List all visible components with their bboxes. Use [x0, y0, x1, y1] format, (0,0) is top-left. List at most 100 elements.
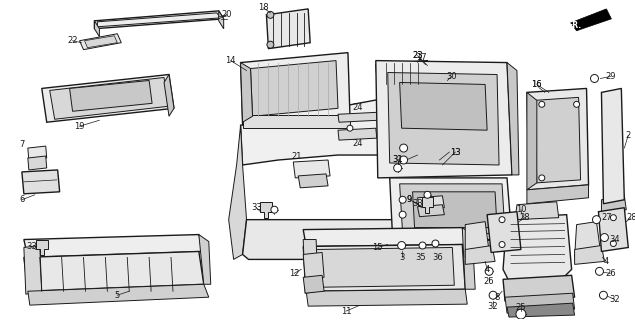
Polygon shape	[390, 240, 512, 252]
Polygon shape	[24, 235, 204, 257]
Text: 2: 2	[625, 131, 631, 140]
Text: 8: 8	[495, 293, 500, 302]
Polygon shape	[527, 185, 589, 204]
Polygon shape	[22, 170, 60, 194]
Circle shape	[399, 211, 406, 218]
Polygon shape	[241, 52, 350, 125]
Circle shape	[499, 217, 505, 223]
Polygon shape	[571, 9, 612, 31]
Text: 31: 31	[392, 155, 403, 164]
Text: 33: 33	[27, 242, 37, 251]
Circle shape	[610, 241, 617, 246]
Text: FR.: FR.	[568, 21, 582, 30]
Polygon shape	[575, 222, 601, 257]
Polygon shape	[425, 148, 443, 260]
Text: 21: 21	[291, 152, 302, 161]
Polygon shape	[425, 76, 448, 91]
Polygon shape	[338, 128, 377, 140]
Polygon shape	[298, 174, 328, 188]
Text: 26: 26	[484, 277, 495, 286]
Circle shape	[591, 75, 598, 83]
Circle shape	[573, 101, 580, 107]
Polygon shape	[605, 96, 620, 197]
Text: 17: 17	[416, 53, 427, 62]
Circle shape	[539, 101, 545, 107]
Polygon shape	[303, 252, 324, 279]
Polygon shape	[260, 202, 272, 218]
Text: 13: 13	[450, 148, 460, 156]
Circle shape	[596, 268, 603, 275]
Polygon shape	[598, 208, 628, 252]
Circle shape	[592, 216, 601, 224]
Text: 13: 13	[450, 148, 460, 156]
Polygon shape	[390, 178, 512, 240]
Text: 34: 34	[609, 235, 620, 244]
Text: 20: 20	[222, 10, 232, 19]
Polygon shape	[462, 228, 475, 289]
Polygon shape	[376, 60, 429, 86]
Polygon shape	[293, 160, 330, 178]
Circle shape	[419, 242, 426, 249]
Polygon shape	[50, 77, 168, 119]
Circle shape	[394, 164, 401, 172]
Polygon shape	[465, 222, 489, 257]
Text: 31: 31	[392, 155, 403, 164]
Polygon shape	[413, 192, 497, 228]
Polygon shape	[95, 21, 100, 37]
Polygon shape	[418, 205, 444, 217]
Circle shape	[516, 309, 526, 319]
Circle shape	[399, 196, 406, 203]
Polygon shape	[36, 240, 48, 255]
Polygon shape	[303, 244, 465, 291]
Circle shape	[599, 291, 608, 299]
Text: 4: 4	[485, 265, 490, 274]
Polygon shape	[243, 115, 350, 128]
Circle shape	[271, 206, 278, 213]
Text: 11: 11	[341, 307, 351, 316]
Polygon shape	[267, 9, 310, 49]
Polygon shape	[28, 284, 209, 305]
Text: 16: 16	[531, 80, 542, 89]
Polygon shape	[28, 146, 47, 160]
Polygon shape	[28, 156, 47, 170]
Polygon shape	[251, 60, 338, 116]
Polygon shape	[575, 245, 605, 264]
Polygon shape	[97, 13, 221, 27]
Polygon shape	[388, 73, 499, 165]
Text: 30: 30	[446, 72, 457, 81]
Circle shape	[399, 156, 408, 164]
Circle shape	[398, 242, 406, 250]
Text: 26: 26	[605, 269, 616, 278]
Text: 32: 32	[488, 302, 498, 311]
Text: 3: 3	[399, 253, 404, 262]
Circle shape	[432, 240, 439, 247]
Polygon shape	[70, 80, 152, 111]
Polygon shape	[164, 75, 174, 116]
Text: 35: 35	[415, 253, 426, 262]
Circle shape	[267, 41, 274, 48]
Polygon shape	[487, 212, 521, 252]
Polygon shape	[24, 252, 204, 291]
Text: 36: 36	[432, 253, 443, 262]
Text: 4: 4	[604, 257, 609, 266]
Polygon shape	[316, 247, 454, 287]
Text: 23: 23	[412, 51, 423, 60]
Text: 9: 9	[407, 195, 412, 204]
Text: 19: 19	[74, 122, 85, 131]
Text: 33: 33	[251, 203, 262, 212]
Polygon shape	[527, 88, 589, 190]
Circle shape	[489, 291, 497, 299]
Polygon shape	[229, 125, 246, 260]
Text: 5: 5	[115, 291, 120, 300]
Polygon shape	[535, 97, 580, 183]
Polygon shape	[84, 36, 117, 48]
Text: 12: 12	[289, 269, 300, 278]
Polygon shape	[601, 196, 626, 214]
Circle shape	[539, 175, 545, 181]
Circle shape	[601, 234, 608, 242]
Polygon shape	[218, 11, 224, 29]
Text: 9: 9	[407, 195, 412, 204]
Polygon shape	[241, 63, 253, 122]
Circle shape	[347, 125, 353, 131]
Polygon shape	[465, 245, 495, 264]
